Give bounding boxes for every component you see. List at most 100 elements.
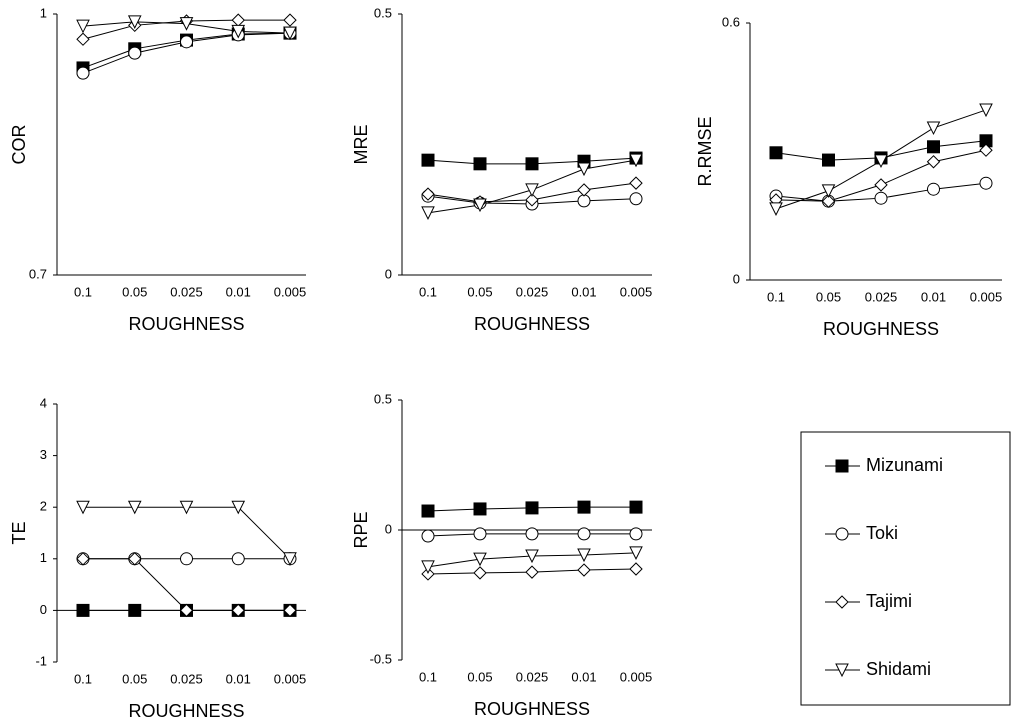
legend-label: Toki	[866, 523, 898, 543]
marker	[473, 527, 487, 541]
marker	[629, 176, 643, 190]
marker	[577, 527, 591, 541]
marker	[127, 500, 142, 515]
marker	[283, 13, 297, 27]
x-tick-label: 0.01	[226, 284, 251, 299]
x-axis-label: ROUGHNESS	[128, 314, 244, 334]
marker	[926, 155, 941, 169]
x-tick-label: 0.025	[170, 671, 203, 686]
y-tick-label: 2	[40, 499, 47, 514]
marker	[76, 32, 90, 46]
marker	[979, 176, 993, 190]
x-tick-label: 0.025	[865, 289, 898, 304]
marker	[180, 552, 193, 566]
y-axis-label: COR	[9, 125, 29, 165]
marker	[473, 502, 487, 516]
marker	[821, 194, 836, 208]
marker	[525, 549, 539, 564]
x-tick-label: 0.005	[970, 289, 1003, 304]
y-tick-label: 0.5	[374, 391, 392, 406]
marker	[822, 153, 835, 167]
legend-label: Tajimi	[866, 591, 912, 611]
marker	[577, 563, 591, 577]
y-axis-label: TE	[9, 521, 29, 544]
marker	[76, 19, 90, 34]
x-tick-label: 0.005	[274, 284, 307, 299]
x-tick-label: 0.1	[74, 284, 92, 299]
marker	[525, 183, 539, 198]
x-tick-label: 0.025	[516, 284, 549, 299]
y-tick-label: 3	[40, 447, 47, 462]
x-tick-label: 0.01	[571, 669, 596, 684]
legend-label: Shidami	[866, 659, 931, 679]
marker	[835, 663, 849, 678]
y-tick-label: 0.6	[722, 14, 740, 29]
marker	[473, 157, 487, 171]
marker	[525, 157, 539, 171]
series-line	[83, 506, 291, 560]
marker	[979, 103, 993, 118]
marker	[769, 146, 783, 160]
marker	[76, 552, 90, 566]
x-tick-label: 0.005	[274, 671, 307, 686]
marker	[577, 194, 591, 208]
legend-box	[800, 431, 1011, 706]
marker	[128, 552, 142, 566]
x-tick-label: 0.005	[620, 669, 653, 684]
marker	[179, 500, 194, 515]
marker	[179, 17, 194, 31]
x-axis-label: ROUGHNESS	[823, 319, 939, 339]
x-tick-label: 0.025	[516, 669, 549, 684]
marker	[629, 546, 643, 560]
marker	[629, 562, 643, 576]
marker	[629, 153, 643, 168]
marker	[421, 504, 435, 518]
marker	[835, 595, 849, 609]
marker	[231, 13, 245, 27]
marker	[577, 500, 591, 514]
legend-label: Mizunami	[866, 455, 943, 475]
marker	[874, 154, 888, 169]
x-axis-label: ROUGHNESS	[474, 314, 590, 334]
y-tick-label: 4	[40, 395, 47, 410]
series-line	[83, 558, 290, 611]
marker	[76, 603, 90, 617]
y-tick-label: -1	[35, 653, 47, 668]
x-tick-label: 0.05	[467, 284, 492, 299]
x-tick-label: 0.01	[921, 289, 946, 304]
marker	[180, 35, 193, 49]
marker	[926, 121, 941, 136]
marker	[525, 193, 539, 207]
marker	[835, 527, 849, 541]
marker	[473, 552, 487, 567]
x-tick-label: 0.05	[122, 284, 147, 299]
marker	[874, 178, 888, 192]
marker	[128, 46, 142, 60]
marker	[231, 552, 245, 566]
x-tick-label: 0.05	[816, 289, 841, 304]
marker	[473, 566, 487, 580]
y-tick-label: 1	[40, 5, 47, 20]
marker	[577, 162, 591, 177]
marker	[179, 603, 194, 618]
marker	[979, 143, 993, 157]
marker	[231, 500, 246, 515]
marker	[76, 500, 90, 515]
marker	[421, 206, 435, 221]
y-axis-label: MRE	[351, 125, 371, 165]
marker	[525, 501, 539, 515]
marker	[421, 529, 435, 543]
marker	[421, 153, 435, 167]
x-tick-label: 0.025	[170, 284, 203, 299]
y-tick-label: 0.5	[374, 5, 392, 20]
marker	[76, 66, 90, 80]
y-axis-label: RPE	[351, 511, 371, 548]
marker	[577, 183, 591, 197]
x-tick-label: 0.05	[467, 669, 492, 684]
marker	[629, 527, 643, 541]
y-tick-label: 0	[40, 602, 47, 617]
y-tick-label: 0	[733, 271, 740, 286]
marker	[283, 552, 297, 566]
marker	[231, 603, 245, 618]
